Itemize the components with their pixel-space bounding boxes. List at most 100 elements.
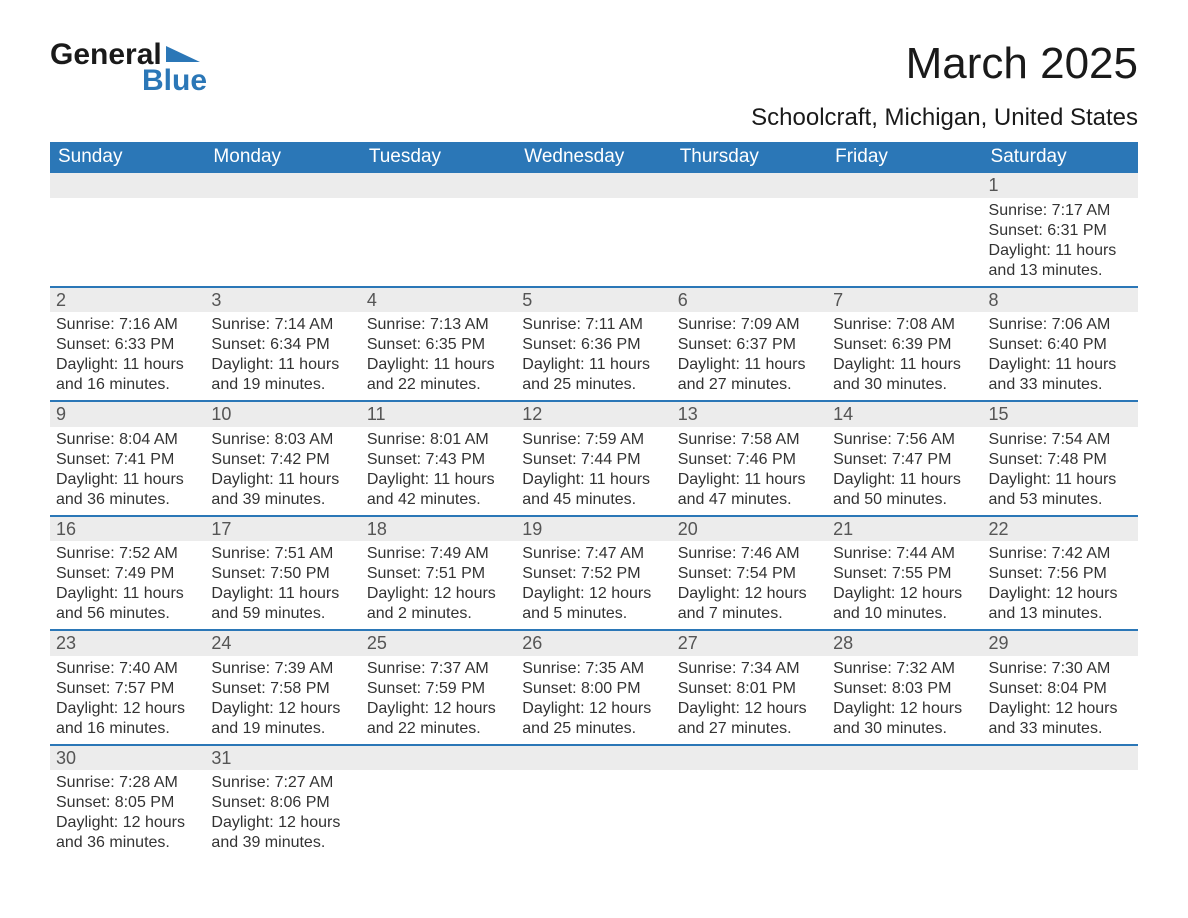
daylight-line: Daylight: 12 hours and 13 minutes. bbox=[989, 584, 1132, 624]
sunset-line: Sunset: 7:47 PM bbox=[833, 450, 976, 470]
day-number bbox=[827, 173, 982, 198]
day-number: 6 bbox=[672, 287, 827, 313]
day-number: 23 bbox=[50, 630, 205, 656]
day-number bbox=[827, 745, 982, 771]
daylight-line: Daylight: 11 hours and 56 minutes. bbox=[56, 584, 199, 624]
day-cell: Sunrise: 7:06 AMSunset: 6:40 PMDaylight:… bbox=[983, 312, 1138, 401]
sunset-line: Sunset: 7:54 PM bbox=[678, 564, 821, 584]
sunrise-line: Sunrise: 7:44 AM bbox=[833, 544, 976, 564]
day-number: 4 bbox=[361, 287, 516, 313]
day-number bbox=[672, 173, 827, 198]
day-number bbox=[205, 173, 360, 198]
day-cell: Sunrise: 7:11 AMSunset: 6:36 PMDaylight:… bbox=[516, 312, 671, 401]
sunrise-line: Sunrise: 7:40 AM bbox=[56, 659, 199, 679]
sunrise-line: Sunrise: 7:56 AM bbox=[833, 430, 976, 450]
week-day-numbers: 23242526272829 bbox=[50, 630, 1138, 656]
sunrise-line: Sunrise: 7:27 AM bbox=[211, 773, 354, 793]
sunset-line: Sunset: 8:01 PM bbox=[678, 679, 821, 699]
sunrise-line: Sunrise: 7:11 AM bbox=[522, 315, 665, 335]
sunset-line: Sunset: 7:42 PM bbox=[211, 450, 354, 470]
daylight-line: Daylight: 11 hours and 53 minutes. bbox=[989, 470, 1132, 510]
sunset-line: Sunset: 6:31 PM bbox=[989, 221, 1132, 241]
daylight-line: Daylight: 12 hours and 22 minutes. bbox=[367, 699, 510, 739]
day-cell: Sunrise: 7:40 AMSunset: 7:57 PMDaylight:… bbox=[50, 656, 205, 745]
day-number: 19 bbox=[516, 516, 671, 542]
day-number: 21 bbox=[827, 516, 982, 542]
daylight-line: Daylight: 12 hours and 27 minutes. bbox=[678, 699, 821, 739]
day-cell: Sunrise: 7:46 AMSunset: 7:54 PMDaylight:… bbox=[672, 541, 827, 630]
sunset-line: Sunset: 8:03 PM bbox=[833, 679, 976, 699]
sunrise-line: Sunrise: 7:54 AM bbox=[989, 430, 1132, 450]
sunrise-line: Sunrise: 7:59 AM bbox=[522, 430, 665, 450]
daylight-line: Daylight: 11 hours and 47 minutes. bbox=[678, 470, 821, 510]
sunset-line: Sunset: 6:34 PM bbox=[211, 335, 354, 355]
day-cell: Sunrise: 7:14 AMSunset: 6:34 PMDaylight:… bbox=[205, 312, 360, 401]
week-day-info: Sunrise: 7:17 AMSunset: 6:31 PMDaylight:… bbox=[50, 198, 1138, 287]
daylight-line: Daylight: 12 hours and 30 minutes. bbox=[833, 699, 976, 739]
daylight-line: Daylight: 11 hours and 13 minutes. bbox=[989, 241, 1132, 281]
sunset-line: Sunset: 7:51 PM bbox=[367, 564, 510, 584]
daylight-line: Daylight: 11 hours and 59 minutes. bbox=[211, 584, 354, 624]
day-number bbox=[516, 173, 671, 198]
daylight-line: Daylight: 11 hours and 45 minutes. bbox=[522, 470, 665, 510]
sunset-line: Sunset: 6:36 PM bbox=[522, 335, 665, 355]
sunset-line: Sunset: 8:06 PM bbox=[211, 793, 354, 813]
sunrise-line: Sunrise: 8:01 AM bbox=[367, 430, 510, 450]
day-number: 2 bbox=[50, 287, 205, 313]
day-cell: Sunrise: 7:58 AMSunset: 7:46 PMDaylight:… bbox=[672, 427, 827, 516]
week-day-info: Sunrise: 7:52 AMSunset: 7:49 PMDaylight:… bbox=[50, 541, 1138, 630]
sunrise-line: Sunrise: 7:30 AM bbox=[989, 659, 1132, 679]
daylight-line: Daylight: 12 hours and 10 minutes. bbox=[833, 584, 976, 624]
week-day-info: Sunrise: 7:16 AMSunset: 6:33 PMDaylight:… bbox=[50, 312, 1138, 401]
daylight-line: Daylight: 12 hours and 25 minutes. bbox=[522, 699, 665, 739]
day-cell: Sunrise: 7:13 AMSunset: 6:35 PMDaylight:… bbox=[361, 312, 516, 401]
daylight-line: Daylight: 12 hours and 2 minutes. bbox=[367, 584, 510, 624]
day-header-row: Sunday Monday Tuesday Wednesday Thursday… bbox=[50, 142, 1138, 173]
day-cell: Sunrise: 7:32 AMSunset: 8:03 PMDaylight:… bbox=[827, 656, 982, 745]
day-cell: Sunrise: 7:44 AMSunset: 7:55 PMDaylight:… bbox=[827, 541, 982, 630]
daylight-line: Daylight: 12 hours and 33 minutes. bbox=[989, 699, 1132, 739]
sunrise-line: Sunrise: 7:42 AM bbox=[989, 544, 1132, 564]
sunrise-line: Sunrise: 8:03 AM bbox=[211, 430, 354, 450]
day-number: 20 bbox=[672, 516, 827, 542]
day-number: 12 bbox=[516, 401, 671, 427]
week-day-info: Sunrise: 7:28 AMSunset: 8:05 PMDaylight:… bbox=[50, 770, 1138, 858]
day-cell: Sunrise: 7:17 AMSunset: 6:31 PMDaylight:… bbox=[983, 198, 1138, 287]
day-cell: Sunrise: 7:47 AMSunset: 7:52 PMDaylight:… bbox=[516, 541, 671, 630]
day-number: 9 bbox=[50, 401, 205, 427]
day-cell: Sunrise: 8:03 AMSunset: 7:42 PMDaylight:… bbox=[205, 427, 360, 516]
daylight-line: Daylight: 12 hours and 16 minutes. bbox=[56, 699, 199, 739]
sunrise-line: Sunrise: 7:28 AM bbox=[56, 773, 199, 793]
sunrise-line: Sunrise: 7:47 AM bbox=[522, 544, 665, 564]
generalblue-logo: General Blue bbox=[50, 40, 207, 96]
day-cell bbox=[205, 198, 360, 287]
sunrise-line: Sunrise: 7:14 AM bbox=[211, 315, 354, 335]
day-cell: Sunrise: 7:28 AMSunset: 8:05 PMDaylight:… bbox=[50, 770, 205, 858]
sunrise-line: Sunrise: 7:58 AM bbox=[678, 430, 821, 450]
sunrise-line: Sunrise: 7:46 AM bbox=[678, 544, 821, 564]
sunrise-line: Sunrise: 7:06 AM bbox=[989, 315, 1132, 335]
sunrise-line: Sunrise: 7:52 AM bbox=[56, 544, 199, 564]
day-cell: Sunrise: 7:37 AMSunset: 7:59 PMDaylight:… bbox=[361, 656, 516, 745]
sunset-line: Sunset: 8:04 PM bbox=[989, 679, 1132, 699]
sunset-line: Sunset: 7:41 PM bbox=[56, 450, 199, 470]
day-cell: Sunrise: 7:56 AMSunset: 7:47 PMDaylight:… bbox=[827, 427, 982, 516]
daylight-line: Daylight: 11 hours and 36 minutes. bbox=[56, 470, 199, 510]
daylight-line: Daylight: 11 hours and 19 minutes. bbox=[211, 355, 354, 395]
sunrise-line: Sunrise: 7:37 AM bbox=[367, 659, 510, 679]
daylight-line: Daylight: 11 hours and 25 minutes. bbox=[522, 355, 665, 395]
daylight-line: Daylight: 11 hours and 33 minutes. bbox=[989, 355, 1132, 395]
day-cell bbox=[827, 198, 982, 287]
day-number: 17 bbox=[205, 516, 360, 542]
day-cell bbox=[516, 198, 671, 287]
day-number bbox=[516, 745, 671, 771]
sunset-line: Sunset: 7:49 PM bbox=[56, 564, 199, 584]
day-number bbox=[983, 745, 1138, 771]
day-number: 1 bbox=[983, 173, 1138, 198]
day-number: 16 bbox=[50, 516, 205, 542]
sunset-line: Sunset: 7:50 PM bbox=[211, 564, 354, 584]
day-number: 13 bbox=[672, 401, 827, 427]
sunset-line: Sunset: 8:00 PM bbox=[522, 679, 665, 699]
day-header: Thursday bbox=[672, 142, 827, 173]
logo-triangle-icon bbox=[166, 44, 200, 64]
